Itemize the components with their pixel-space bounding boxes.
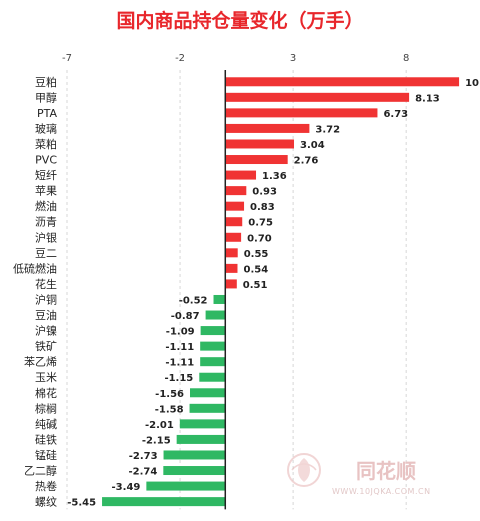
value-label-13: 0.51 xyxy=(243,280,268,291)
category-label-12: 低硫燃油 xyxy=(13,261,57,275)
bar-18 xyxy=(200,357,226,367)
value-label-0: 10.34 xyxy=(465,78,480,89)
chart-title: 国内商品持仓量变化（万手） xyxy=(116,9,363,32)
category-label-8: 燃油 xyxy=(35,199,57,213)
brand-logo-icon xyxy=(287,453,321,487)
value-label-24: -2.73 xyxy=(129,451,158,462)
category-label-26: 热卷 xyxy=(35,479,57,493)
bar-10 xyxy=(225,232,242,242)
value-label-11: 0.55 xyxy=(244,249,269,260)
bar-15 xyxy=(205,310,226,320)
value-label-19: -1.15 xyxy=(164,373,193,384)
category-label-6: 短纤 xyxy=(35,168,57,182)
bar-20 xyxy=(190,388,226,398)
bar-16 xyxy=(200,326,226,336)
bar-22 xyxy=(179,419,226,429)
value-label-12: 0.54 xyxy=(243,264,268,275)
x-tick-label-3: 8 xyxy=(403,53,409,64)
value-label-7: 0.93 xyxy=(252,187,277,198)
value-label-20: -1.56 xyxy=(155,389,184,400)
value-label-18: -1.11 xyxy=(165,358,194,369)
value-label-6: 1.36 xyxy=(262,171,287,182)
category-label-25: 乙二醇 xyxy=(24,464,57,478)
value-label-14: -0.52 xyxy=(179,295,208,306)
category-label-19: 玉米 xyxy=(35,371,57,384)
category-label-9: 沥青 xyxy=(35,216,57,229)
bar-19 xyxy=(199,372,226,382)
category-label-10: 沪银 xyxy=(35,230,57,244)
bar-8 xyxy=(225,201,245,211)
value-label-8: 0.83 xyxy=(250,202,275,213)
category-label-1: 甲醇 xyxy=(35,90,57,104)
category-label-23: 硅铁 xyxy=(35,433,57,446)
value-label-25: -2.74 xyxy=(128,467,157,478)
bar-23 xyxy=(176,434,226,444)
category-label-5: PVC xyxy=(35,154,57,167)
watermark-url: WWW.10JQKA.COM.CN xyxy=(332,487,431,496)
category-label-7: 苹果 xyxy=(35,184,57,198)
value-label-22: -2.01 xyxy=(145,420,174,431)
value-label-23: -2.15 xyxy=(142,435,171,446)
bar-3 xyxy=(225,123,310,133)
category-label-22: 纯碱 xyxy=(35,418,57,431)
value-label-17: -1.11 xyxy=(165,342,194,353)
category-label-17: 铁矿 xyxy=(35,340,57,353)
category-label-13: 花生 xyxy=(35,277,57,291)
category-label-4: 菜粕 xyxy=(35,137,57,151)
bar-7 xyxy=(225,186,247,196)
bar-27 xyxy=(102,497,226,507)
category-label-21: 棕榈 xyxy=(35,401,57,415)
x-tick-label-1: -2 xyxy=(175,53,185,64)
bar-5 xyxy=(225,155,288,165)
bar-1 xyxy=(225,92,410,102)
value-label-9: 0.75 xyxy=(248,218,273,229)
value-label-16: -1.09 xyxy=(166,327,195,338)
category-label-14: 沪铜 xyxy=(35,292,57,306)
value-label-15: -0.87 xyxy=(171,311,200,322)
category-label-18: 苯乙烯 xyxy=(24,355,57,369)
bar-11 xyxy=(225,248,238,258)
value-label-26: -3.49 xyxy=(112,482,141,493)
value-label-10: 0.70 xyxy=(247,233,272,244)
category-label-0: 豆粕 xyxy=(35,75,57,89)
value-label-4: 3.04 xyxy=(300,140,325,151)
value-label-3: 3.72 xyxy=(315,124,340,135)
bar-6 xyxy=(225,170,257,180)
bar-26 xyxy=(146,481,226,491)
category-label-2: PTA xyxy=(37,107,57,120)
value-label-2: 6.73 xyxy=(383,109,408,120)
category-label-20: 棉花 xyxy=(35,386,57,400)
bar-0 xyxy=(225,77,460,87)
category-label-3: 玻璃 xyxy=(35,121,57,135)
labels-layer: 豆粕 10.34 甲醇 8.13 PTA 6.73 玻璃 3.72 菜粕 3.04 PVC 2.76 短… xyxy=(13,75,480,509)
bar-17 xyxy=(200,341,226,351)
x-tick-label-0: -7 xyxy=(62,53,72,64)
category-label-27: 螺纹 xyxy=(35,495,57,509)
value-label-5: 2.76 xyxy=(294,156,319,167)
bar-9 xyxy=(225,217,243,227)
bar-24 xyxy=(163,450,226,460)
category-label-15: 豆油 xyxy=(35,308,57,322)
x-tick-label-2: 3 xyxy=(290,53,296,64)
bar-21 xyxy=(189,403,226,413)
value-label-27: -5.45 xyxy=(67,498,96,509)
bar-2 xyxy=(225,108,378,118)
category-label-24: 锰硅 xyxy=(35,448,57,462)
bar-25 xyxy=(163,466,226,476)
category-label-16: 沪镍 xyxy=(35,324,57,338)
bar-12 xyxy=(225,263,238,273)
category-label-11: 豆二 xyxy=(35,247,57,260)
watermark: 同花顺 WWW.10JQKA.COM.CN xyxy=(287,453,431,496)
bar-14 xyxy=(213,294,226,304)
bar-4 xyxy=(225,139,295,149)
value-label-1: 8.13 xyxy=(415,93,440,104)
bars-layer xyxy=(102,77,460,507)
value-label-21: -1.58 xyxy=(155,404,184,415)
watermark-brand: 同花顺 xyxy=(356,459,416,483)
bar-13 xyxy=(225,279,237,289)
